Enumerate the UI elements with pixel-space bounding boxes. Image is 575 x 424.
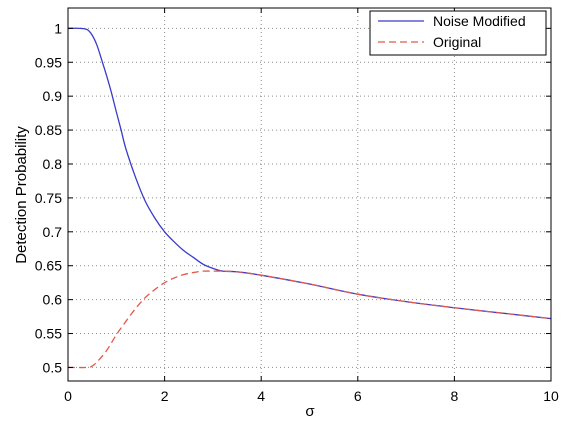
tick-labels: 0 2 4 6 8 10 0.5 0.55 0.6 0.65 0.7 0.75 0.8 0.85 0.9 0.… <box>35 20 559 404</box>
series-line-original <box>67 270 552 369</box>
grid-lines <box>68 8 551 381</box>
legend-box <box>369 10 547 56</box>
y-tick-label: 0.95 <box>35 54 62 70</box>
y-tick-label: 0.6 <box>43 292 63 308</box>
legend-label-noise-modified: Noise Modified <box>433 13 526 29</box>
plot-frame <box>67 7 552 382</box>
y-tick-label: 0.65 <box>35 258 62 274</box>
axis-ticks <box>67 8 552 381</box>
y-tick-label: 0.5 <box>43 359 63 375</box>
series-lines <box>67 27 552 369</box>
y-tick-label: 0.85 <box>35 122 62 138</box>
y-axis-label: Detection Probability <box>13 126 30 264</box>
x-tick-label: 2 <box>161 388 169 404</box>
y-tick-label: 0.75 <box>35 190 62 206</box>
y-tick-label: 0.7 <box>43 224 63 240</box>
x-tick-label: 6 <box>354 388 362 404</box>
legend: Noise Modified Original <box>369 10 547 56</box>
y-tick-label: 1 <box>54 20 62 36</box>
y-tick-label: 0.55 <box>35 326 62 342</box>
x-tick-label: 10 <box>543 388 559 404</box>
x-tick-label: 0 <box>64 388 72 404</box>
y-tick-label: 0.9 <box>43 88 63 104</box>
x-axis-label: σ <box>305 403 315 420</box>
y-tick-label: 0.8 <box>43 156 63 172</box>
legend-label-original: Original <box>433 34 481 50</box>
x-tick-label: 4 <box>257 388 265 404</box>
x-tick-label: 8 <box>451 388 459 404</box>
